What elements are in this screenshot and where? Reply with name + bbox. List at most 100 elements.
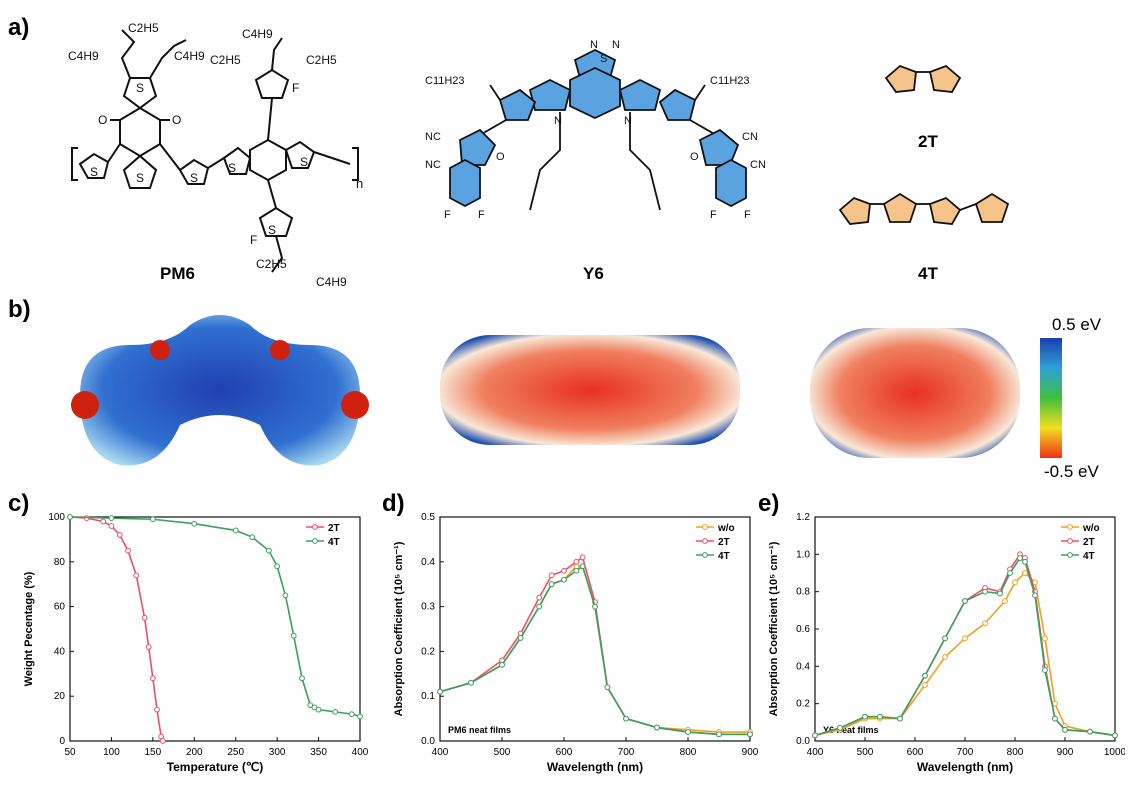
series-line-4T: [439, 564, 750, 736]
colorbar-min-label: -0.5 eV: [1044, 462, 1099, 481]
data-point-4T: [862, 713, 868, 720]
y6-label: CN: [750, 159, 766, 171]
legend-label: w/o: [717, 523, 735, 534]
chart-c-tga: 50 100 150 200 250 300 350 400 0 20 40 60 80 100 Tempe…: [23, 512, 369, 774]
y6-label: S: [600, 53, 607, 65]
data-point-4T: [348, 711, 355, 718]
data-point-4T: [108, 515, 115, 522]
x-tick-label: 500: [494, 747, 511, 758]
y-axis-label: Absorption Coefficient (10⁵ cm⁻¹): [768, 541, 780, 716]
data-point-2T: [536, 594, 543, 601]
pm6-name: PM6: [160, 264, 195, 283]
pm6-label: F: [292, 81, 299, 95]
panel-label-b: b): [8, 296, 31, 323]
pm6-label: S: [90, 165, 98, 179]
x-axis-label: Wavelength (nm): [917, 760, 1013, 774]
data-point-2T: [159, 738, 166, 744]
y6-label: N: [624, 115, 632, 127]
pm6-label: S: [136, 171, 144, 185]
data-point-4T: [837, 725, 843, 731]
legend-label: 2T: [718, 537, 730, 548]
data-point-2T: [149, 675, 156, 682]
legend-marker: [312, 538, 318, 544]
data-point-2T: [100, 518, 107, 525]
data-point-4T: [357, 713, 363, 720]
data-point-4T: [747, 731, 753, 738]
data-point-2T: [548, 572, 555, 579]
plot-frame: [814, 516, 1116, 742]
series-line-4T: [69, 516, 361, 718]
legend-marker: [1067, 524, 1073, 530]
x-tick-label: 700: [618, 747, 635, 758]
legend-label: 4T: [718, 551, 730, 562]
data-point-4T: [579, 563, 586, 570]
esp-map-y6: [71, 315, 369, 466]
y6-label: NC: [425, 131, 441, 143]
y-tick-label: 80: [54, 557, 66, 568]
y6-label: F: [744, 209, 751, 221]
legend-marker: [702, 538, 708, 544]
pm6-label: S: [228, 161, 236, 175]
data-point-4T: [654, 724, 660, 731]
y-tick-label: 60: [54, 602, 66, 613]
legend-marker: [702, 524, 708, 530]
legend-label: 2T: [1083, 537, 1095, 548]
data-point-2T: [133, 572, 140, 579]
y-tick-label: 0.4: [421, 557, 435, 568]
data-point-4T: [437, 688, 443, 695]
data-point-2T: [141, 614, 148, 621]
x-tick-label: 350: [310, 747, 327, 758]
panel-label-e: e): [758, 490, 780, 517]
data-point-4T: [548, 581, 555, 588]
y-tick-label: 100: [48, 512, 65, 523]
data-point-4T: [1052, 715, 1058, 722]
panel-label-a: a): [8, 14, 30, 41]
data-point-4T: [67, 514, 73, 520]
legend-label: w/o: [1082, 523, 1100, 534]
x-tick-label: 400: [432, 747, 449, 758]
y-tick-label: 0.8: [796, 587, 810, 598]
data-point-4T: [877, 713, 883, 720]
y6-label: NC: [425, 159, 441, 171]
data-point-4T: [232, 527, 239, 534]
x-tick-label: 300: [269, 747, 286, 758]
y-tick-label: 0: [59, 736, 65, 747]
chart-annotation: Y6 neat films: [823, 725, 879, 735]
y6-label: F: [710, 209, 717, 221]
data-point-4T: [499, 661, 505, 668]
2t-structure: [884, 64, 962, 93]
y-tick-label: 1.0: [796, 549, 810, 560]
data-point-4T: [812, 732, 818, 739]
series-line-2T: [69, 516, 164, 742]
esp-map-2t: [810, 328, 1020, 458]
data-point-4T: [274, 563, 281, 570]
data-point-4T: [249, 534, 256, 541]
y6-label: F: [478, 209, 485, 221]
legend-marker: [312, 524, 318, 530]
pm6-label: O: [172, 113, 181, 127]
data-point-4T: [282, 592, 289, 599]
data-point-4T: [604, 684, 611, 691]
data-point-w/o: [1042, 635, 1048, 642]
y-tick-label: 40: [54, 646, 66, 657]
pm6-label: C2H5: [210, 53, 241, 67]
pm6-label: C4H9: [316, 275, 347, 289]
data-point-w/o: [1022, 570, 1028, 576]
data-point-4T: [1042, 667, 1048, 673]
y6-label: O: [496, 151, 505, 163]
y6-label: F: [444, 209, 451, 221]
legend-marker: [702, 552, 708, 558]
y-tick-label: 0.0: [421, 736, 435, 747]
pm6-label: C4H9: [242, 27, 273, 41]
y6-label: N: [612, 40, 620, 51]
chart-e-y6-absorption: 400 500 600 700 800 900 1000 0.0 0.2 0.4 0.6 0.8 1.0…: [768, 512, 1125, 774]
data-point-w/o: [962, 635, 968, 642]
data-point-4T: [982, 588, 988, 595]
data-point-4T: [1017, 555, 1023, 561]
pm6-label: C4H9: [68, 49, 99, 63]
4t-name: 4T: [918, 264, 938, 283]
y6-label: CN: [742, 131, 758, 143]
data-point-4T: [191, 520, 198, 527]
data-point-w/o: [1012, 579, 1018, 586]
legend-marker: [1067, 538, 1073, 544]
